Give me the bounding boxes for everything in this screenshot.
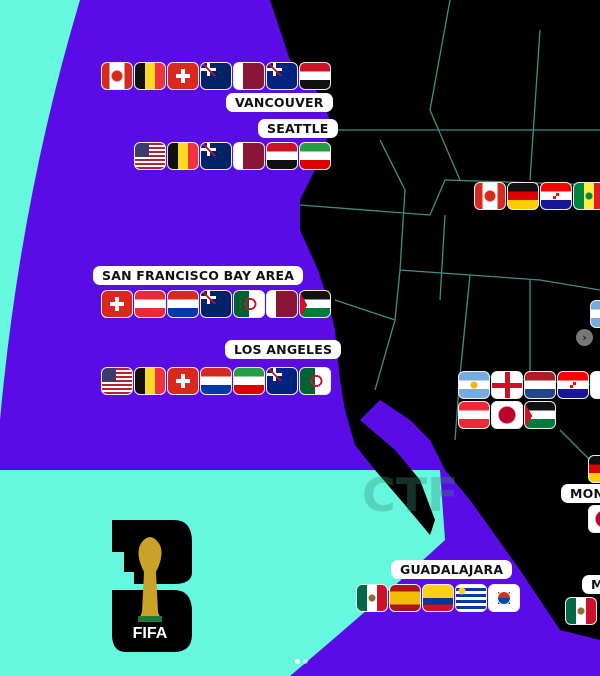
- flag-nz: [266, 367, 298, 395]
- city-label-guadalajara: GUADALAJARA: [391, 560, 513, 579]
- flag-eg: [299, 62, 331, 90]
- pagination-dot-active[interactable]: [295, 659, 300, 664]
- flags-mexico-city: [565, 597, 597, 625]
- accent-region-top: [0, 0, 80, 420]
- flag-hr: [540, 182, 572, 210]
- flag-jp: [588, 505, 600, 533]
- flag-be: [134, 367, 166, 395]
- flag-kr: [488, 584, 520, 612]
- flag-eg: [266, 142, 298, 170]
- flags-seattle: [134, 142, 331, 170]
- flags-north: [474, 182, 600, 210]
- city-label-san-francisco: SAN FRANCISCO BAY AREA: [93, 266, 304, 285]
- flag-ch: [167, 62, 199, 90]
- flag-ch: [167, 367, 199, 395]
- flag-es: [389, 584, 421, 612]
- flag-en: [491, 371, 523, 399]
- flag-nl: [524, 371, 556, 399]
- flag-au: [200, 290, 232, 318]
- city-label-los-angeles: LOS ANGELES: [225, 340, 342, 359]
- flag-au: [200, 62, 232, 90]
- flag-dz: [299, 367, 331, 395]
- city-label-mexico-city: M: [582, 575, 600, 594]
- flags-central-b: [458, 401, 556, 429]
- flag-qa: [233, 142, 265, 170]
- flag-sn: [573, 182, 600, 210]
- flag-jo: [524, 401, 556, 429]
- chevron-right-icon[interactable]: ›: [576, 329, 593, 346]
- flag-us: [134, 142, 166, 170]
- flag-ar: [458, 371, 490, 399]
- logo-text: FIFA: [133, 625, 168, 642]
- flags-san-francisco: [101, 290, 331, 318]
- flag-py: [167, 290, 199, 318]
- flag-ir: [299, 142, 331, 170]
- land-mass: [270, 0, 600, 640]
- flag-qa: [266, 290, 298, 318]
- flag-ca: [474, 182, 506, 210]
- flag-de: [507, 182, 539, 210]
- flag-py: [200, 367, 232, 395]
- flag-uy: [455, 584, 487, 612]
- flag-us: [101, 367, 133, 395]
- flag-hr: [557, 371, 589, 399]
- flag-at: [134, 290, 166, 318]
- flag-ca: [101, 62, 133, 90]
- flag-mx: [565, 597, 597, 625]
- flag-jo: [299, 290, 331, 318]
- flag-white: [590, 371, 600, 399]
- flags-los-angeles: [101, 367, 331, 395]
- flags-guadalajara: [356, 584, 520, 612]
- accent-region-bottom: [0, 470, 445, 676]
- flag-nz: [266, 62, 298, 90]
- flag-au: [200, 142, 232, 170]
- flag-dz: [233, 290, 265, 318]
- fifa-world-cup-26-logo: FIFA: [112, 520, 192, 652]
- city-label-monterrey: MON: [561, 484, 600, 503]
- flag-qa: [233, 62, 265, 90]
- flag-be: [134, 62, 166, 90]
- flag-ar: [590, 300, 600, 328]
- flag-co: [422, 584, 454, 612]
- watermark: CTF: [362, 468, 459, 522]
- flag-at: [458, 401, 490, 429]
- flags-vancouver: [101, 62, 331, 90]
- city-label-seattle: SEATTLE: [258, 119, 338, 138]
- trophy-icon: [138, 537, 162, 622]
- flag-ch: [101, 290, 133, 318]
- flag-ir: [233, 367, 265, 395]
- flags-central-a: [458, 371, 600, 399]
- flag-jp: [491, 401, 523, 429]
- flag-de: [588, 455, 600, 483]
- city-label-vancouver: VANCOUVER: [226, 93, 333, 112]
- pagination-dot[interactable]: [303, 659, 308, 664]
- flag-mx: [356, 584, 388, 612]
- flag-be: [167, 142, 199, 170]
